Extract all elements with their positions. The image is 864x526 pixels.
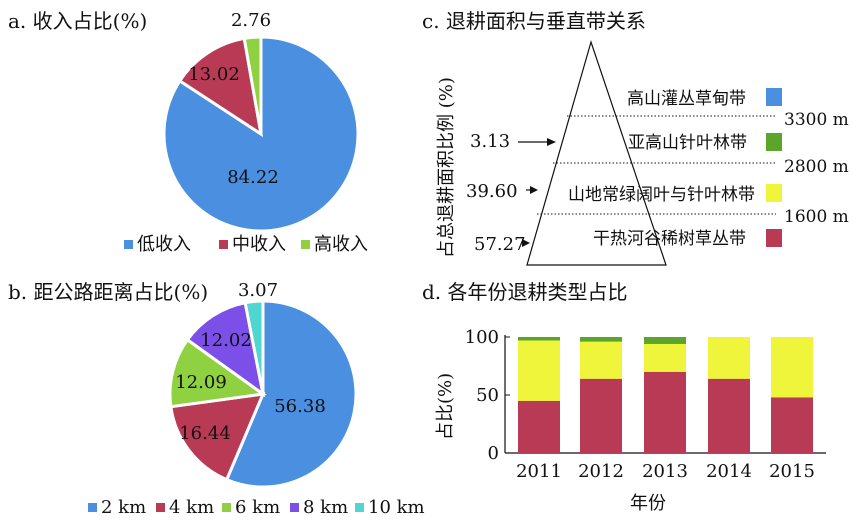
legend-b: 2 km 4 km 6 km 8 km 10 km [88,497,425,518]
mountain-triangle [526,39,667,266]
x-tick-label: 2015 [769,461,815,482]
x-tick-label: 2014 [706,461,752,482]
pie-slice-2km [224,299,358,489]
percent-label-montane: 39.60 [466,181,518,202]
zone-label-alpine: 高山灌丛草甸带 [627,89,746,109]
legend-label: 10 km [368,497,425,518]
bar-chart-d: 0 50 100 2011 2012 2013 2014 2015 [465,327,826,482]
legend-swatch [355,503,364,512]
legend-swatch [301,240,310,249]
y-tick-label: 0 [488,443,499,464]
legend-label: 中收入 [232,234,286,255]
pie-value-label: 84.22 [227,167,279,188]
pie-value-label: 12.02 [200,330,252,351]
pie-b: 56.38 16.44 12.09 12.02 3.07 [168,280,358,489]
pie-value-label: 12.09 [175,372,227,393]
legend-a: 低收入 中收入 高收入 [124,234,368,255]
pie-value-label: 2.76 [231,10,271,31]
bar-segment [518,340,560,401]
panel-d-ylabel: 占比(%) [435,373,456,440]
elevation-label-2800: 2800 m [784,157,849,177]
bar-segment [771,337,813,398]
elevation-label-1600: 1600 m [784,207,849,227]
y-tick-label: 50 [476,385,499,406]
legend-label: 高收入 [314,234,368,255]
pie-slice-低收入 [162,35,360,233]
zone-label-valley: 干热河谷稀树草丛带 [593,229,746,249]
panel-a: a. 收入占比(%) 84.22 13.02 2.76 低收入 中收入 高收入 [8,9,368,255]
zone-swatch-alpine [766,88,782,106]
pie-a: 84.22 13.02 2.76 [162,10,360,233]
zone-swatch-valley [766,229,782,247]
pie-slice-中收入 [177,36,264,138]
bar-segment [708,378,750,453]
legend-swatch [156,503,165,512]
panel-b: b. 距公路距离占比(%) 56.38 16.44 12.09 12.02 3.07 2… [8,280,425,518]
arrow-subalpine-head [547,138,556,146]
bar-segment [580,341,622,379]
bar-segment [518,337,560,341]
pie-value-label: 13.02 [188,64,240,85]
percent-label-valley: 57.27 [474,234,526,255]
bar-segment [518,400,560,453]
arrow-montane-head [530,186,538,194]
percent-label-subalpine: 3.13 [470,131,510,152]
pie-slice-10km [243,299,265,395]
zone-label-montane: 山地常绿阔叶与针叶林带 [568,185,755,205]
bar-segment [771,397,813,453]
legend-swatch [88,503,97,512]
elevation-label-3300: 3300 m [784,110,849,130]
legend-swatch [219,240,228,249]
pie-value-label: 16.44 [179,423,231,444]
bar-segment [644,343,686,372]
legend-swatch [124,240,133,249]
pie-value-label: 56.38 [274,396,326,417]
panel-d-title: d. 各年份退耕类型占比 [422,280,628,304]
y-tick-label: 100 [465,327,499,348]
bar-segment [580,378,622,453]
panel-c-title: c. 退耕面积与垂直带关系 [422,9,646,33]
bar-segment [644,371,686,453]
zone-swatch-subalpine [766,133,782,151]
panel-a-title: a. 收入占比(%) [8,9,147,33]
zone-label-subalpine: 亚高山针叶林带 [628,133,747,153]
bar-segment [644,337,686,344]
arrow-valley-head [522,239,530,247]
legend-label: 低收入 [137,234,191,255]
panel-d: d. 各年份退耕类型占比 占比(%) 年份 0 50 100 2011 2012 2013… [422,280,826,514]
x-tick-label: 2013 [642,461,688,482]
bar-segment [580,337,622,342]
legend-swatch [222,503,231,512]
legend-label: 6 km [235,497,280,518]
legend-label: 8 km [303,497,348,518]
pie-slice-高收入 [242,35,263,135]
zone-swatch-montane [766,184,782,202]
legend-label: 4 km [169,497,214,518]
legend-swatch [290,503,299,512]
bar-segment [708,337,750,379]
legend-label: 2 km [101,497,146,518]
panel-c: c. 退耕面积与垂直带关系 占总退耕面积比例 (%) 高山灌丛草甸带 亚高山针叶… [422,9,849,266]
pie-slice-4km [169,392,266,482]
panel-c-ylabel: 占总退耕面积比例 (%) [436,77,457,258]
x-tick-label: 2012 [578,461,624,482]
x-tick-label: 2011 [516,461,562,482]
pie-value-label: 3.07 [238,280,278,301]
panel-b-title: b. 距公路距离占比(%) [8,280,208,304]
panel-d-xlabel: 年份 [630,493,666,514]
